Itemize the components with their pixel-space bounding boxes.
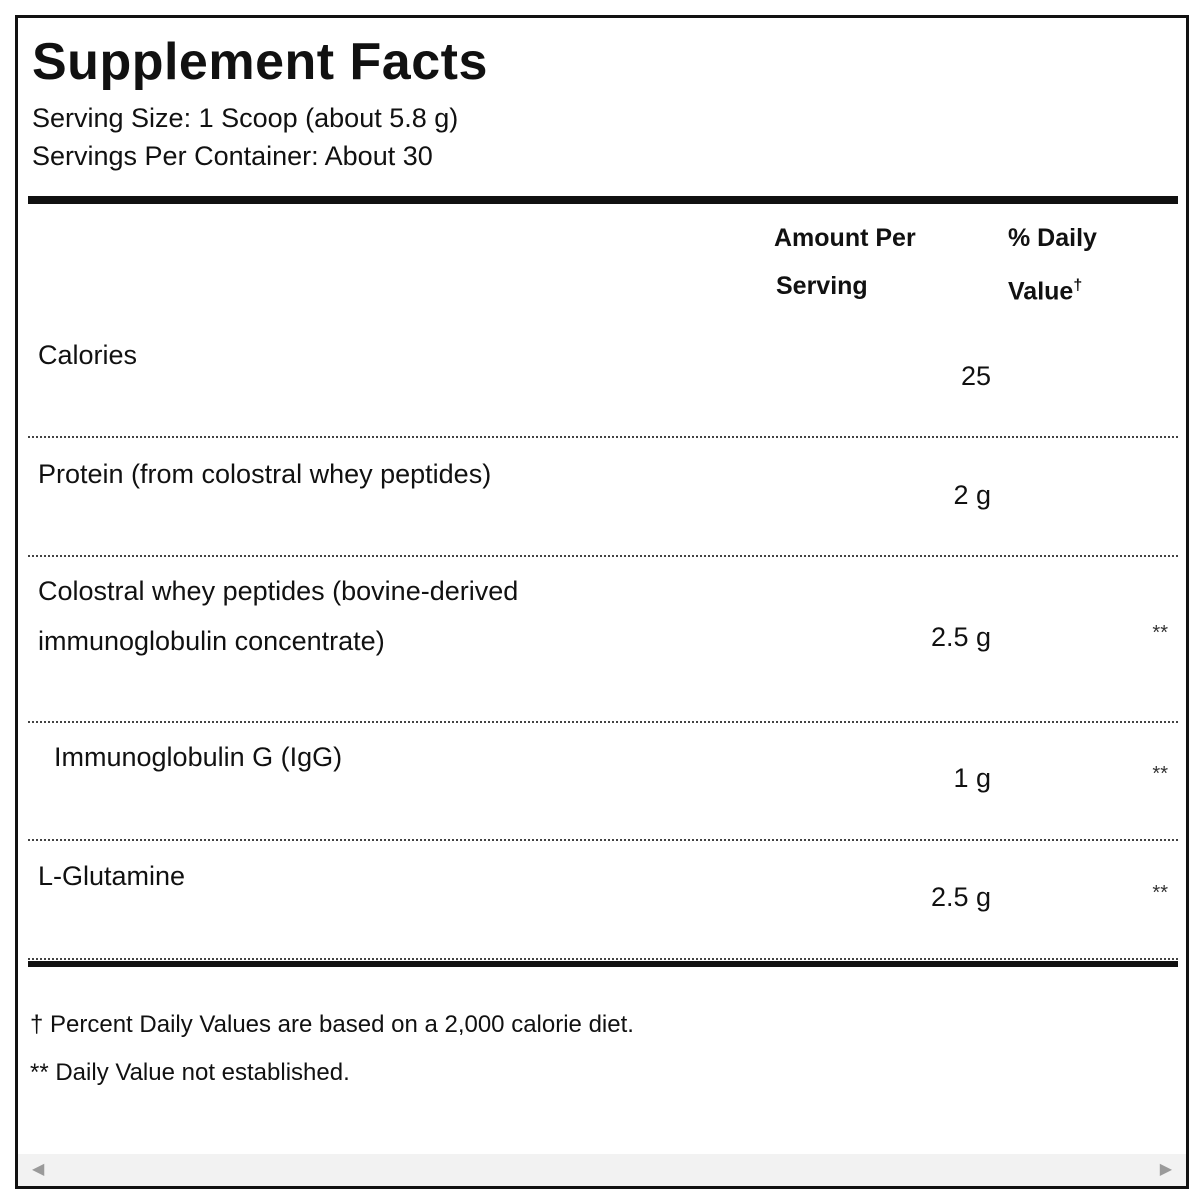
daily-value: ** (1152, 882, 1168, 904)
thick-divider-top (28, 196, 1178, 204)
amount-header-line2: Serving (776, 272, 868, 300)
nutrient-amount: 2.5 g (930, 882, 991, 912)
thick-divider-bottom (28, 961, 1178, 967)
serving-size: Serving Size: 1 Scoop (about 5.8 g) (32, 103, 459, 133)
daily-value-header-text: Value (1008, 277, 1074, 306)
page-title: Supplement Facts (32, 33, 488, 91)
daily-value-header-line2: Value† (1008, 262, 1082, 315)
supplement-facts-panel: Supplement Facts Serving Size: 1 Scoop (… (15, 15, 1189, 1189)
nutrient-name-line2: immunoglobulin concentrate) (38, 626, 385, 656)
nutrient-amount: 2.5 g (930, 622, 991, 652)
nutrient-name: Immunoglobulin G (IgG) (54, 742, 343, 772)
scroll-left-icon[interactable]: ◀ (32, 1161, 45, 1178)
amount-header-line1: Amount Per (774, 224, 916, 252)
nutrient-name: Calories (38, 340, 138, 370)
row-divider (28, 958, 1178, 960)
row-divider (28, 436, 1178, 438)
footnote-double-star: ** Daily Value not established. (30, 1059, 350, 1086)
row-divider (28, 839, 1178, 841)
daily-value-header-line1: % Daily (1008, 224, 1097, 252)
servings-per-container: Servings Per Container: About 30 (32, 141, 433, 171)
footnote-dagger: † Percent Daily Values are based on a 2,… (30, 1011, 634, 1038)
nutrient-amount: 2 g (953, 480, 991, 510)
nutrient-amount: 1 g (953, 763, 991, 793)
daily-value: ** (1152, 763, 1168, 785)
dagger-mark: † (1073, 277, 1083, 294)
daily-value: ** (1152, 622, 1168, 644)
nutrient-name: L-Glutamine (38, 861, 186, 891)
scroll-right-icon[interactable]: ▶ (1159, 1161, 1172, 1178)
row-divider (28, 555, 1178, 557)
row-divider (28, 721, 1178, 723)
horizontal-scrollbar[interactable]: ◀ ▶ (18, 1154, 1186, 1186)
nutrient-name: Colostral whey peptides (bovine-derived (38, 576, 519, 606)
nutrient-name: Protein (from colostral whey peptides) (38, 459, 492, 489)
nutrient-amount: 25 (960, 361, 991, 391)
